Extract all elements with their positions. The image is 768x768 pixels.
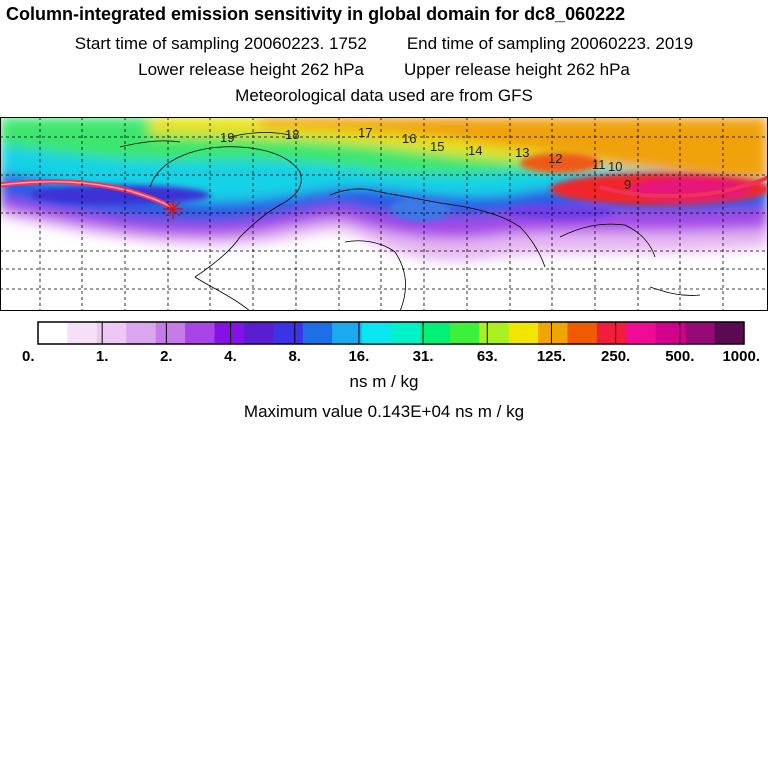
legend-tick-label: 31.: [413, 348, 434, 365]
legend-tick-label: 1.: [96, 348, 109, 365]
legend-tick-label: 2.: [160, 348, 173, 365]
trajectory-label: 12: [548, 151, 562, 166]
trajectory-label: 13: [515, 145, 529, 160]
trajectory-label: 9: [624, 177, 631, 192]
legend-swatch: [67, 322, 98, 344]
legend-swatch: [185, 322, 215, 344]
legend-tick-label: 63.: [477, 348, 498, 365]
legend-units: ns m / kg: [349, 372, 419, 391]
legend-swatch: [449, 322, 480, 344]
end-time: End time of sampling 20060223. 2019: [406, 34, 694, 53]
legend-tick-label: 1000.: [722, 348, 760, 365]
legend-swatch: [302, 322, 333, 344]
legend-tick-label: 500.: [665, 348, 694, 365]
legend-swatch: [155, 322, 186, 344]
legend-tick-label: 16.: [348, 348, 369, 365]
legend-swatch: [126, 322, 157, 344]
sampling-time-line: Start time of sampling 20060223. 1752 End…: [0, 34, 768, 54]
legend-swatch: [96, 322, 127, 344]
trajectory-label: 11: [592, 157, 606, 172]
trajectory-label: 19: [220, 130, 234, 145]
legend-swatch: [273, 322, 304, 344]
legend-swatch: [391, 322, 421, 344]
plot-title: Column-integrated emission sensitivity i…: [6, 4, 626, 24]
trajectory-label: 18: [285, 127, 299, 142]
asterisk-icon: [163, 199, 183, 219]
legend-swatch: [685, 322, 716, 344]
legend-tick-label: 0.: [22, 348, 35, 365]
legend-swatch: [214, 322, 245, 344]
legend-swatch: [626, 322, 657, 344]
lower-release-height: Lower release height 262 hPa: [138, 60, 364, 79]
legend-swatch: [538, 322, 568, 344]
color-legend: 0. 1. 2. 4. 8. 16. 31. 63. 125. 250. 500. 1000.: [22, 321, 760, 365]
trajectory-label: 15: [430, 139, 444, 154]
trajectory-label: 14: [468, 143, 482, 158]
trajectory-label: 17: [358, 125, 372, 140]
upper-release-height: Upper release height 262 hPa: [404, 60, 630, 79]
legend-tick-label: 250.: [601, 348, 630, 365]
legend-swatch: [596, 322, 627, 344]
legend-tick-label: 8.: [288, 348, 301, 365]
legend-swatch: [567, 322, 598, 344]
legend-frame: [37, 321, 745, 345]
legend-swatch: [479, 322, 510, 344]
legend-tick-label: 4.: [224, 348, 237, 365]
release-height-line: Lower release height 262 hPa Upper releas…: [0, 60, 768, 80]
sensitivity-field: [0, 117, 768, 311]
start-time: Start time of sampling 20060223. 1752: [74, 34, 367, 53]
trajectory-label: 10: [608, 159, 622, 174]
maximum-value: Maximum value 0.143E+04 ns m / kg: [243, 402, 525, 421]
coastlines: [119, 132, 701, 311]
legend-swatch: [243, 322, 274, 344]
legend-swatch: [332, 322, 363, 344]
legend-tick-label: 125.: [537, 348, 566, 365]
met-data-line: Meteorological data used are from GFS: [235, 86, 533, 105]
legend-swatch: [38, 322, 68, 344]
legend-swatch: [714, 322, 745, 344]
graticule: [0, 117, 768, 311]
legend-swatch: [655, 322, 686, 344]
trajectory-label: 16: [402, 131, 416, 146]
legend-swatch: [420, 322, 451, 344]
emission-sensitivity-map: 19 18 17 16 15 14 13 12 11 10 9: [0, 117, 768, 311]
legend-swatch: [361, 322, 392, 344]
legend-swatch: [508, 322, 539, 344]
